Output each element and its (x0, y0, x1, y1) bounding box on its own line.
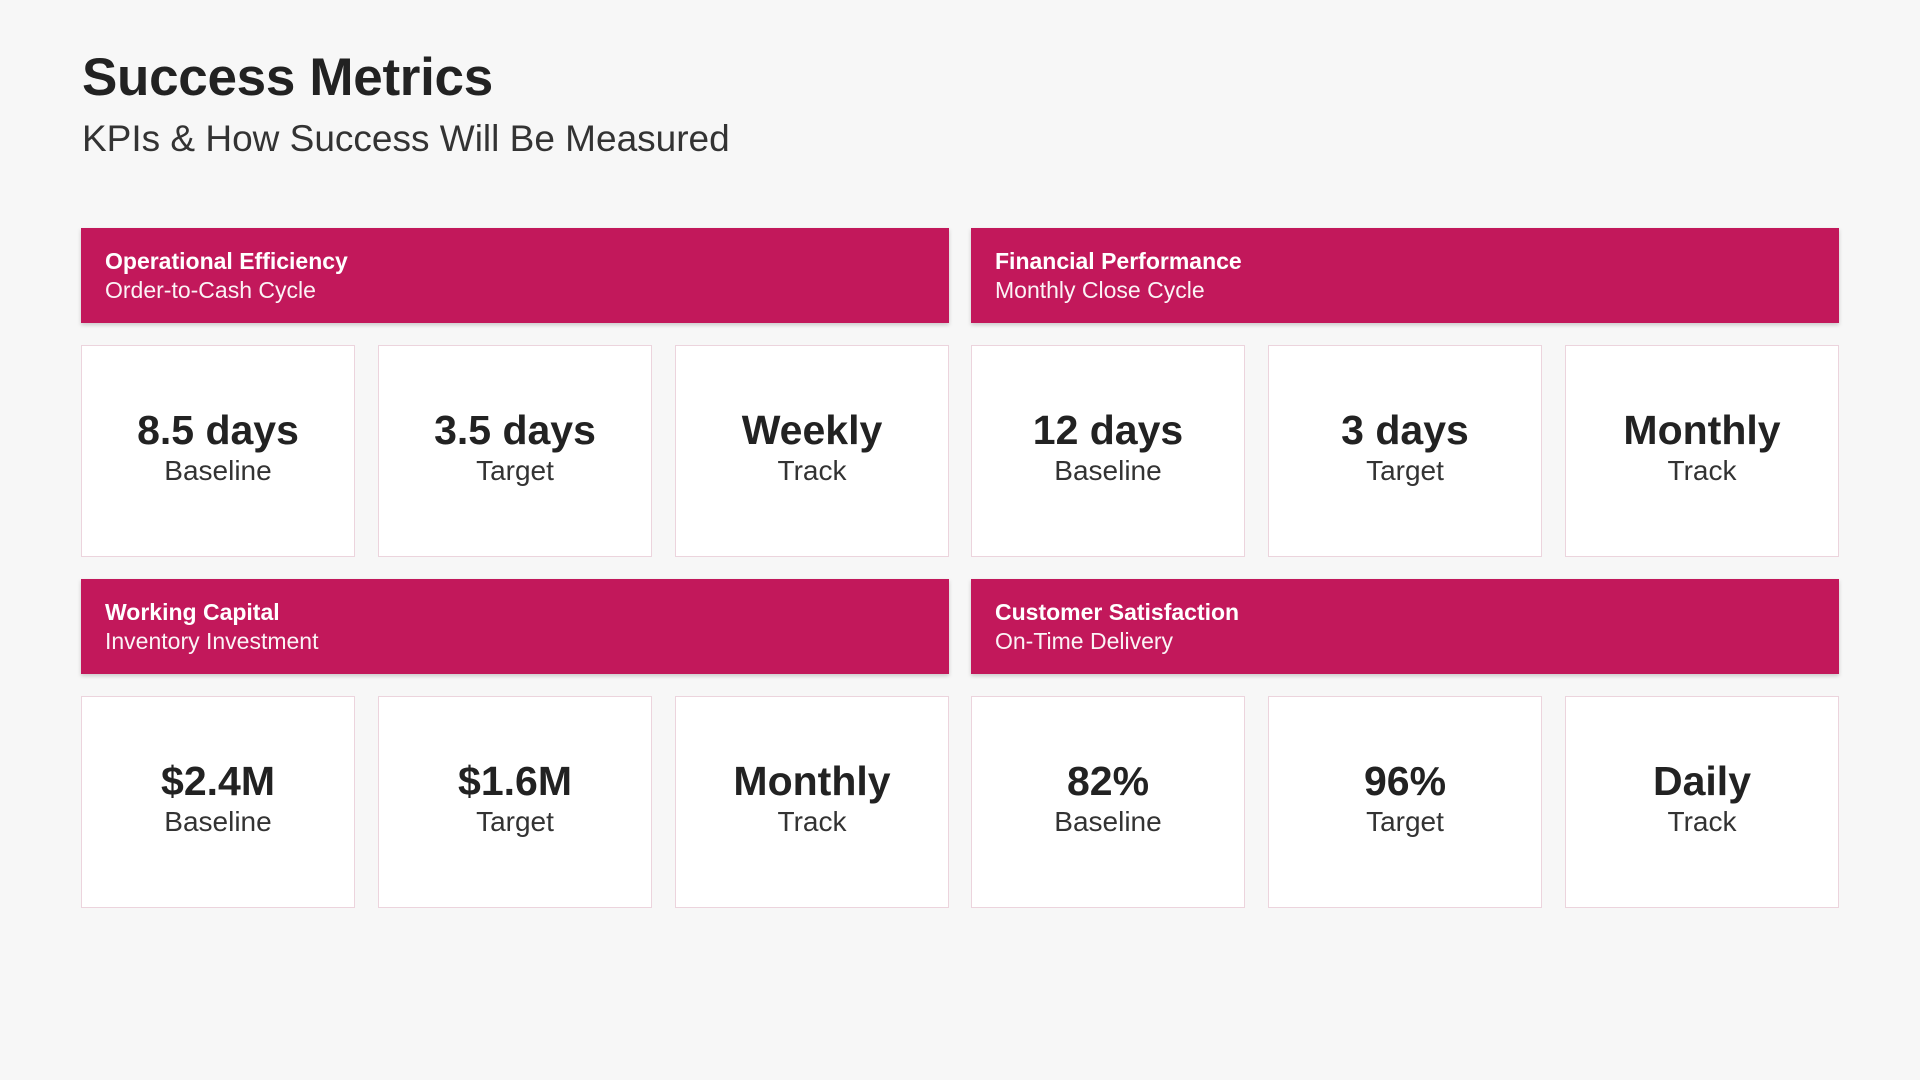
section-title: Operational Efficiency (105, 248, 348, 274)
kpi-grid: Operational Efficiency Order-to-Cash Cyc… (81, 228, 1841, 908)
metric-card-track: Monthly Track (1565, 345, 1839, 557)
metric-label: Target (1366, 806, 1444, 837)
metric-cards: 8.5 days Baseline 3.5 days Target Weekly… (81, 345, 949, 557)
page-title: Success Metrics (82, 48, 493, 107)
metric-value: $2.4M (161, 758, 275, 804)
metric-card-target: 3 days Target (1268, 345, 1542, 557)
metric-value: 3 days (1341, 407, 1469, 453)
metric-label: Target (476, 806, 554, 837)
page-subtitle: KPIs & How Success Will Be Measured (82, 118, 730, 159)
section-subtitle: Order-to-Cash Cycle (105, 277, 316, 303)
section-subtitle: Inventory Investment (105, 628, 319, 654)
metric-value: 8.5 days (137, 407, 299, 453)
metric-value: Monthly (1623, 407, 1781, 453)
metric-label: Baseline (1054, 455, 1162, 486)
metric-cards: 12 days Baseline 3 days Target Monthly T… (971, 345, 1839, 557)
metric-card-baseline: 82% Baseline (971, 696, 1245, 908)
metric-label: Baseline (1054, 806, 1162, 837)
metric-card-target: 3.5 days Target (378, 345, 652, 557)
metric-card-baseline: 8.5 days Baseline (81, 345, 355, 557)
metric-value: $1.6M (458, 758, 572, 804)
kpi-section-working-capital: Working Capital Inventory Investment $2.… (81, 579, 949, 908)
metric-cards: 82% Baseline 96% Target Daily Track (971, 696, 1839, 908)
metric-label: Track (1667, 455, 1737, 486)
kpi-section-operational-efficiency: Operational Efficiency Order-to-Cash Cyc… (81, 228, 949, 557)
metric-label: Track (1667, 806, 1737, 837)
section-subtitle: On-Time Delivery (995, 628, 1174, 654)
metric-card-baseline: $2.4M Baseline (81, 696, 355, 908)
metric-card-track: Monthly Track (675, 696, 949, 908)
section-title: Customer Satisfaction (995, 599, 1240, 625)
metric-value: 12 days (1032, 407, 1184, 453)
metric-card-baseline: 12 days Baseline (971, 345, 1245, 557)
metric-value: Monthly (733, 758, 891, 804)
metric-value: 96% (1363, 758, 1447, 804)
section-header: Working Capital Inventory Investment (81, 579, 949, 674)
kpi-section-customer-satisfaction: Customer Satisfaction On-Time Delivery 8… (971, 579, 1839, 908)
section-title: Financial Performance (995, 248, 1242, 274)
metric-value: Weekly (741, 407, 883, 453)
kpi-section-financial-performance: Financial Performance Monthly Close Cycl… (971, 228, 1839, 557)
metric-label: Target (1366, 455, 1444, 486)
section-header: Customer Satisfaction On-Time Delivery (971, 579, 1839, 674)
metric-label: Baseline (164, 806, 272, 837)
section-header: Operational Efficiency Order-to-Cash Cyc… (81, 228, 949, 323)
metric-value: 3.5 days (434, 407, 596, 453)
metric-label: Target (476, 455, 554, 486)
section-title: Working Capital (105, 599, 280, 625)
metric-label: Track (777, 806, 847, 837)
metric-value: 82% (1066, 758, 1150, 804)
metric-card-track: Daily Track (1565, 696, 1839, 908)
metric-value: Daily (1653, 758, 1751, 804)
metric-label: Track (777, 455, 847, 486)
section-subtitle: Monthly Close Cycle (995, 277, 1205, 303)
metric-card-target: $1.6M Target (378, 696, 652, 908)
metric-card-target: 96% Target (1268, 696, 1542, 908)
metric-label: Baseline (164, 455, 272, 486)
metric-cards: $2.4M Baseline $1.6M Target Monthly Trac… (81, 696, 949, 908)
section-header: Financial Performance Monthly Close Cycl… (971, 228, 1839, 323)
metric-card-track: Weekly Track (675, 345, 949, 557)
